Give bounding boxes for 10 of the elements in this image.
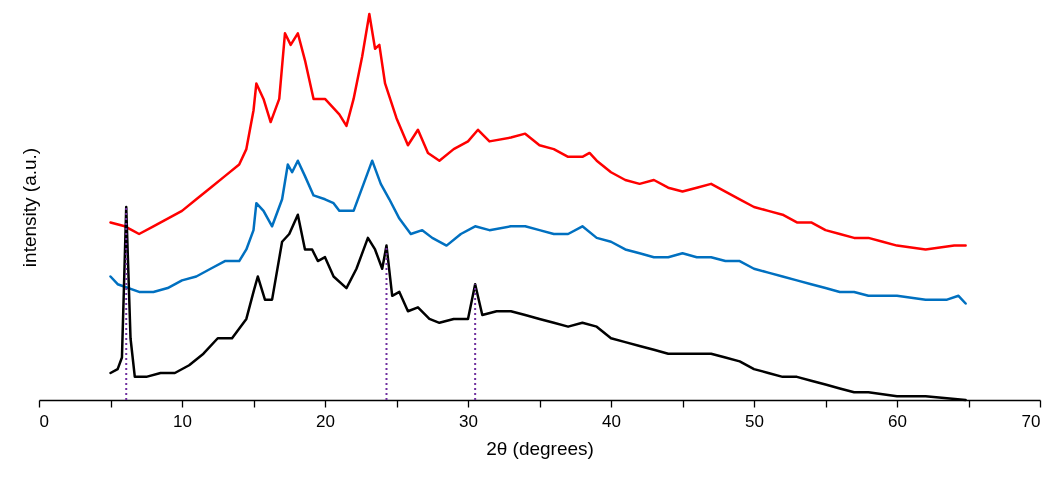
x-tick-label: 10 <box>173 411 192 431</box>
x-tick-label: 0 <box>39 411 49 431</box>
x-tick-label: 50 <box>745 411 764 431</box>
x-tick-label: 60 <box>888 411 907 431</box>
x-tick-label: 20 <box>316 411 335 431</box>
x-tick-label: 40 <box>602 411 621 431</box>
x-tick-label: 70 <box>1021 411 1041 431</box>
x-tick-label: 30 <box>459 411 478 431</box>
x-axis-title: 2θ (degrees) <box>486 437 594 459</box>
y-axis-title: intensity (a.u.) <box>18 147 40 268</box>
